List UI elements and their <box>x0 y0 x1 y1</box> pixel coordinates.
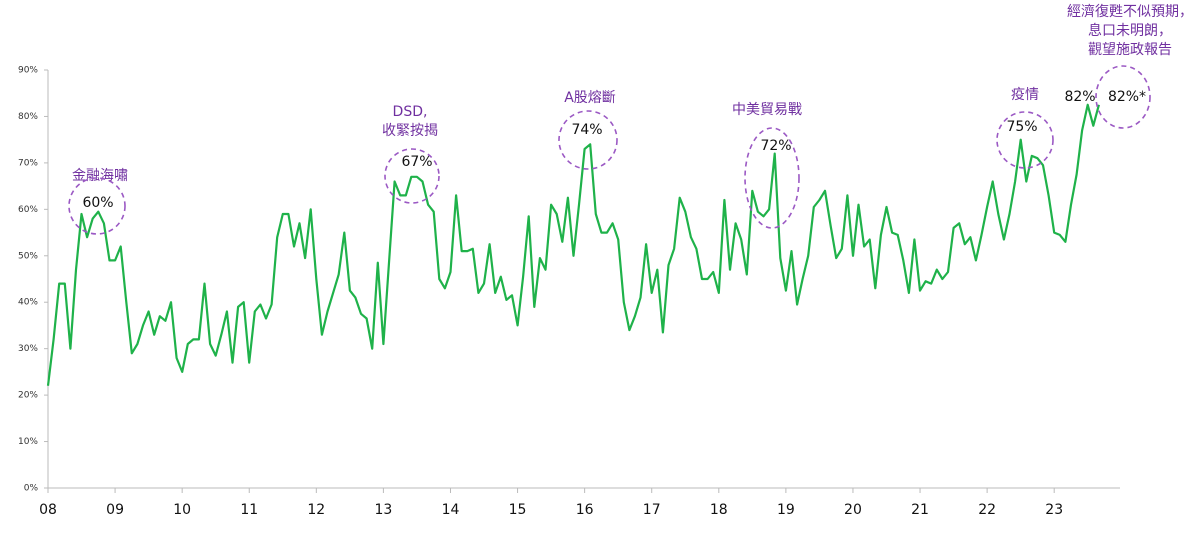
y-tick-label: 80% <box>18 112 38 122</box>
highlight-circle <box>384 148 440 204</box>
y-tick-label: 50% <box>18 251 38 261</box>
annotation: 67% <box>401 154 432 170</box>
highlight-circle <box>1095 65 1151 129</box>
highlight-circle <box>744 127 800 229</box>
annotation: A股熔斷 <box>564 90 616 106</box>
highlight-circle <box>996 111 1054 169</box>
x-tick-label: 17 <box>643 502 661 518</box>
annotation: 疫情 <box>1011 87 1039 103</box>
x-tick-label: 14 <box>442 502 460 518</box>
x-tick-label: 16 <box>576 502 594 518</box>
annotation: 收緊按揭 <box>382 123 438 139</box>
y-tick-label: 60% <box>18 205 38 215</box>
highlight-circle <box>558 110 618 170</box>
annotation: 74% <box>571 122 602 138</box>
annotation: 觀望施政報告 <box>1088 42 1172 58</box>
x-tick-label: 12 <box>307 502 325 518</box>
x-tick-label: 11 <box>240 502 258 518</box>
annotation: 經濟復甦不似預期， <box>1067 3 1193 20</box>
x-tick-label: 10 <box>173 502 191 518</box>
annotation: 金融海嘯 <box>72 168 128 184</box>
data-line <box>46 103 1100 386</box>
x-tick-label: 22 <box>978 502 996 518</box>
annotation: 75% <box>1006 119 1037 135</box>
annotation: 82% <box>1064 89 1095 105</box>
x-tick-label: 19 <box>777 502 795 518</box>
y-tick-label: 0% <box>24 484 39 494</box>
highlight-circle <box>68 177 126 235</box>
y-tick-label: 30% <box>18 344 38 354</box>
x-tick-label: 23 <box>1045 502 1063 518</box>
annotation: 息口未明朗， <box>1088 22 1172 39</box>
y-tick-label: 90% <box>18 66 38 76</box>
y-tick-label: 10% <box>18 437 38 447</box>
annotation: 中美貿易戰 <box>732 102 802 118</box>
x-tick-label: 18 <box>710 502 728 518</box>
annotation: 82%* <box>1108 89 1146 105</box>
x-tick-label: 08 <box>39 502 57 518</box>
y-tick-label: 70% <box>18 158 38 168</box>
x-tick-label: 20 <box>844 502 862 518</box>
x-tick-label: 13 <box>374 502 392 518</box>
x-tick-label: 09 <box>106 502 124 518</box>
y-tick-label: 20% <box>18 391 38 401</box>
annotation: DSD, <box>393 104 428 120</box>
annotation: 60% <box>82 195 113 211</box>
y-tick-label: 40% <box>18 298 38 308</box>
x-tick-label: 21 <box>911 502 929 518</box>
annotation: 72% <box>760 138 791 154</box>
x-tick-label: 15 <box>509 502 527 518</box>
